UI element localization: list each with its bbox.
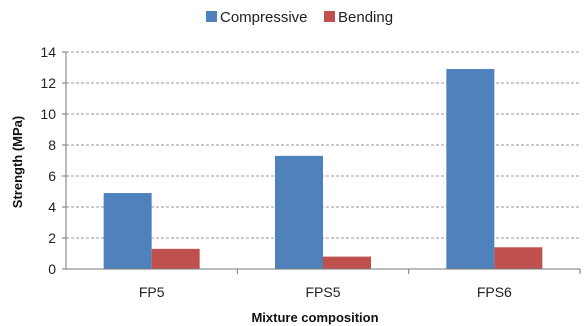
legend-label-bending: Bending [338, 9, 393, 26]
y-axis-title: Strength (MPa) [10, 116, 25, 208]
x-tick-label: FP5 [139, 284, 165, 300]
y-tick-label: 6 [48, 168, 56, 184]
x-axis-title: Mixture composition [251, 310, 378, 325]
y-tick-label: 8 [48, 137, 56, 153]
bar-compressive-fps6 [446, 69, 495, 269]
legend-swatch-bending [324, 11, 335, 22]
bar-bending-fp5 [151, 248, 200, 269]
y-tick-label: 14 [40, 44, 56, 60]
y-tick-label: 4 [48, 199, 56, 215]
y-tick-label: 0 [48, 261, 56, 277]
legend: Compressive Bending [206, 9, 393, 26]
y-tick-label: 12 [40, 75, 56, 91]
x-tick-label: FPS5 [305, 284, 340, 300]
bars [103, 69, 543, 269]
bar-compressive-fp5 [103, 193, 152, 269]
bar-bending-fps5 [323, 256, 371, 269]
legend-label-compressive: Compressive [220, 9, 308, 26]
y-tick-label: 10 [40, 106, 56, 122]
axes: 0 2 4 6 8 10 12 14 FP5 FPS5 FPS6 [40, 44, 581, 300]
bar-compressive-fps5 [275, 155, 323, 269]
legend-swatch-compressive [206, 11, 217, 22]
bar-bending-fps6 [494, 247, 543, 269]
x-tick-label: FPS6 [477, 284, 512, 300]
y-tick-label: 2 [48, 230, 56, 246]
